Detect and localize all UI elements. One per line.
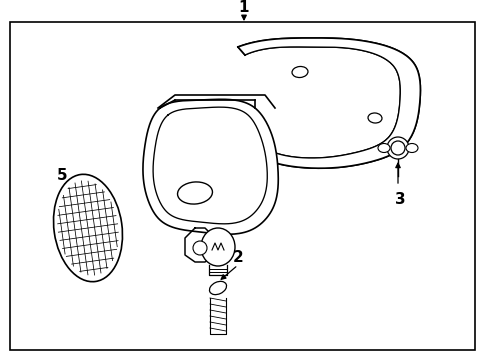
Ellipse shape	[201, 228, 235, 266]
Text: 4: 4	[216, 198, 227, 212]
Text: 1: 1	[238, 0, 249, 15]
Ellipse shape	[367, 113, 381, 123]
Ellipse shape	[386, 137, 408, 159]
Polygon shape	[238, 38, 420, 168]
Polygon shape	[142, 99, 278, 234]
Ellipse shape	[377, 144, 389, 153]
Polygon shape	[184, 228, 215, 262]
Ellipse shape	[193, 241, 206, 255]
Text: 3: 3	[394, 193, 405, 207]
Text: 5: 5	[57, 167, 67, 183]
Ellipse shape	[53, 174, 122, 282]
Ellipse shape	[405, 144, 417, 153]
Ellipse shape	[291, 67, 307, 77]
Ellipse shape	[390, 141, 404, 155]
Ellipse shape	[177, 182, 212, 204]
Ellipse shape	[209, 282, 226, 294]
Text: 2: 2	[232, 251, 243, 266]
